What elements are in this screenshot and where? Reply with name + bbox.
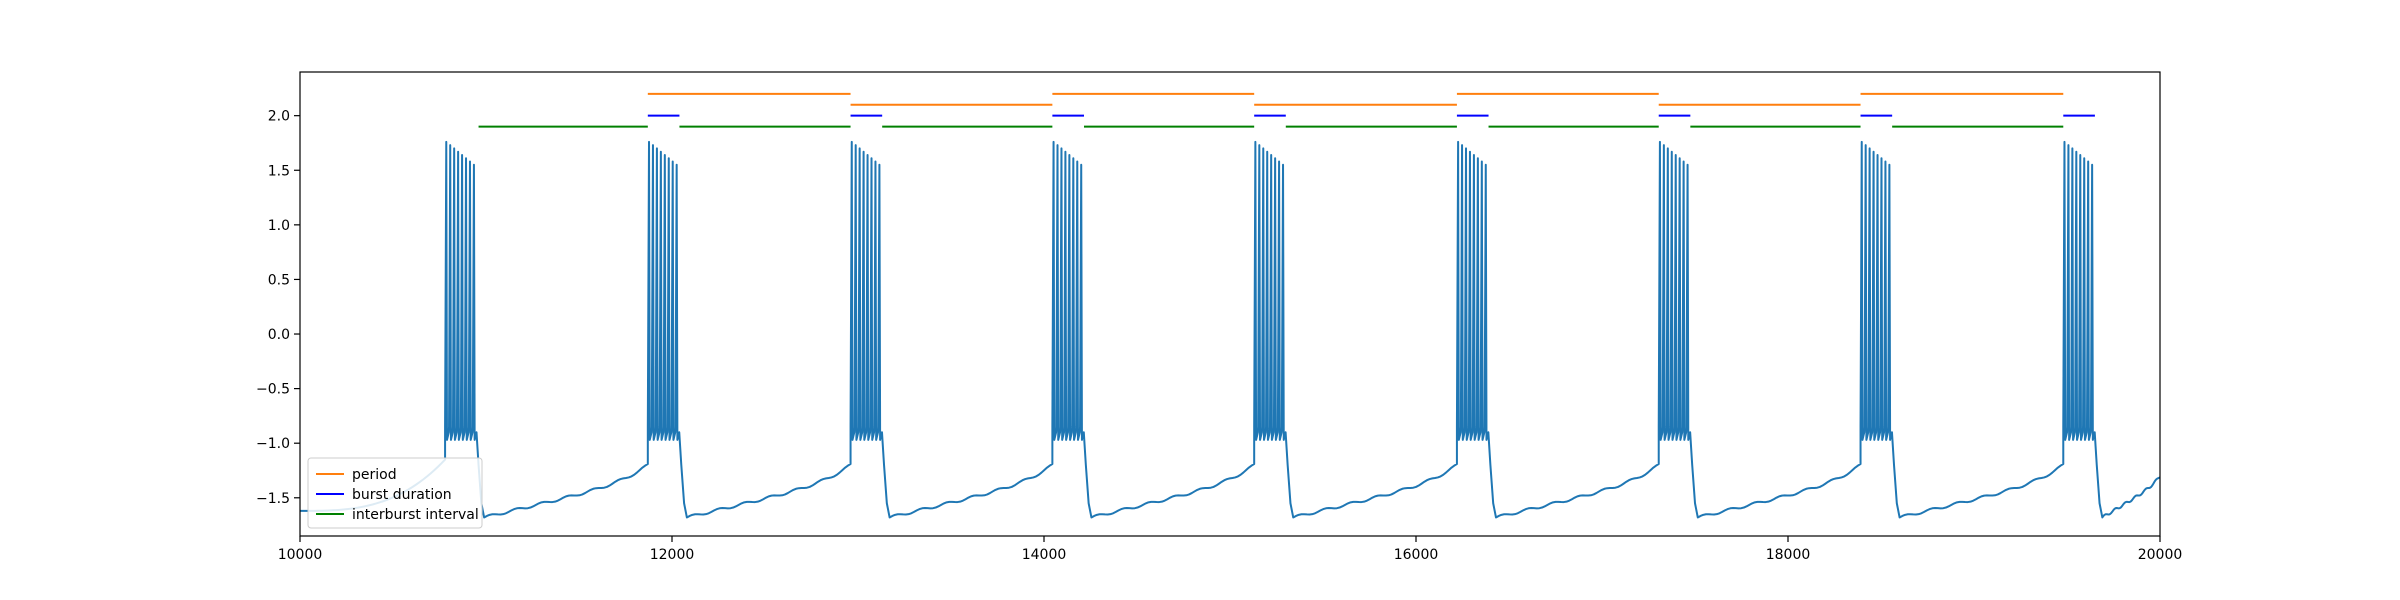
y-axis: −1.5 −1.0 −0.5 0.0 0.5 1.0 1.5 2.0 bbox=[256, 109, 300, 507]
plot-area bbox=[300, 92, 2160, 519]
x-tick-label: 18000 bbox=[1766, 547, 1811, 563]
y-tick-label: −0.5 bbox=[256, 382, 290, 398]
interval-segments bbox=[478, 92, 2095, 128]
legend-label-burst-duration: burst duration bbox=[352, 487, 452, 503]
x-tick-label: 16000 bbox=[1394, 547, 1439, 563]
y-tick-label: 0.5 bbox=[268, 272, 290, 288]
y-tick-label: 2.0 bbox=[268, 109, 290, 125]
y-tick-label: 0.0 bbox=[268, 327, 290, 343]
x-tick-label: 10000 bbox=[278, 547, 323, 563]
legend: period burst duration interburst interva… bbox=[307, 457, 483, 529]
y-tick-label: −1.0 bbox=[256, 436, 290, 452]
y-tick-label: 1.5 bbox=[268, 163, 290, 179]
plot-frame bbox=[299, 71, 2161, 537]
y-tick-label: 1.0 bbox=[268, 218, 290, 234]
legend-box bbox=[307, 457, 483, 529]
x-tick-label: 14000 bbox=[1022, 547, 1067, 563]
legend-label-interburst-interval: interburst interval bbox=[352, 507, 479, 523]
y-tick-label: −1.5 bbox=[256, 491, 290, 507]
x-axis: 10000 12000 14000 16000 18000 20000 bbox=[278, 536, 2183, 563]
x-tick-label: 20000 bbox=[2138, 547, 2183, 563]
x-tick-label: 12000 bbox=[650, 547, 695, 563]
legend-label-period: period bbox=[352, 467, 397, 483]
voltage-trace-line bbox=[300, 140, 2160, 519]
